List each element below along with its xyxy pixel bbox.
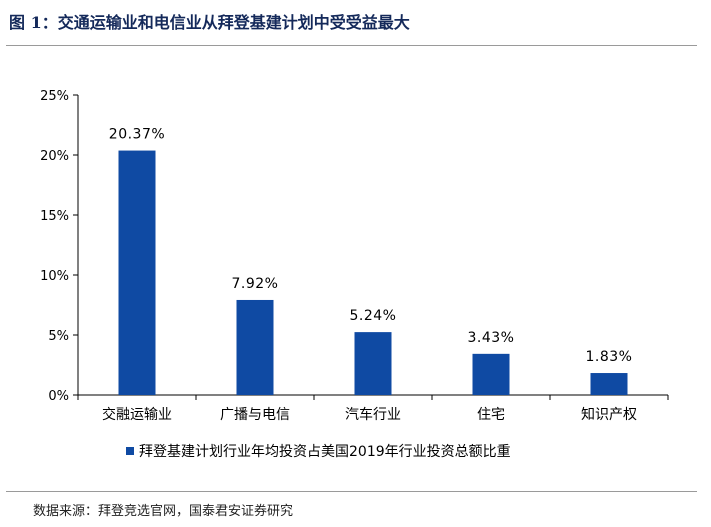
x-tick-label: 广播与电信 bbox=[220, 407, 290, 423]
y-tick-label: 15% bbox=[40, 209, 69, 224]
x-tick-label: 住宅 bbox=[477, 407, 505, 423]
bar bbox=[236, 299, 274, 395]
source-note: 数据来源：拜登竞选官网，国泰君安证券研究 bbox=[33, 504, 294, 519]
legend: 拜登基建计划行业年均投资占美国2019年行业投资总额比重 bbox=[126, 443, 511, 460]
bar bbox=[472, 353, 510, 395]
legend-label: 拜登基建计划行业年均投资占美国2019年行业投资总额比重 bbox=[139, 443, 511, 460]
data-label: 1.83% bbox=[586, 349, 633, 365]
bar bbox=[118, 150, 156, 395]
y-tick-label: 10% bbox=[40, 269, 69, 284]
bottom-rule bbox=[6, 491, 697, 492]
x-tick-label: 汽车行业 bbox=[345, 406, 401, 423]
data-label: 5.24% bbox=[350, 308, 397, 324]
y-axis: 0% 5% 10% 15% 20% 25% bbox=[40, 89, 79, 404]
bars bbox=[118, 150, 628, 395]
figure-title: 图 1：交通运输业和电信业从拜登基建计划中受受益最大 bbox=[9, 13, 410, 32]
x-tick-label: 交融运输业 bbox=[102, 406, 172, 423]
data-label: 3.43% bbox=[468, 330, 515, 346]
bar-chart: 0% 5% 10% 15% 20% 25% 交融运输业 广播与电信 汽车行业 住宅 知识产权 20… bbox=[40, 89, 669, 460]
data-label: 20.37% bbox=[109, 127, 165, 143]
y-tick-label: 25% bbox=[40, 89, 69, 104]
bar bbox=[590, 373, 628, 395]
data-labels: 20.37% 7.92% 5.24% 3.43% 1.83% bbox=[109, 127, 633, 365]
y-tick-label: 20% bbox=[40, 149, 69, 164]
y-tick-label: 0% bbox=[48, 389, 69, 404]
top-rule bbox=[6, 45, 697, 46]
bar bbox=[354, 332, 392, 395]
legend-swatch bbox=[126, 447, 134, 455]
y-tick-label: 5% bbox=[48, 329, 69, 344]
x-tick-label: 知识产权 bbox=[581, 406, 637, 423]
data-label: 7.92% bbox=[232, 276, 279, 292]
x-axis: 交融运输业 广播与电信 汽车行业 住宅 知识产权 bbox=[77, 394, 669, 423]
